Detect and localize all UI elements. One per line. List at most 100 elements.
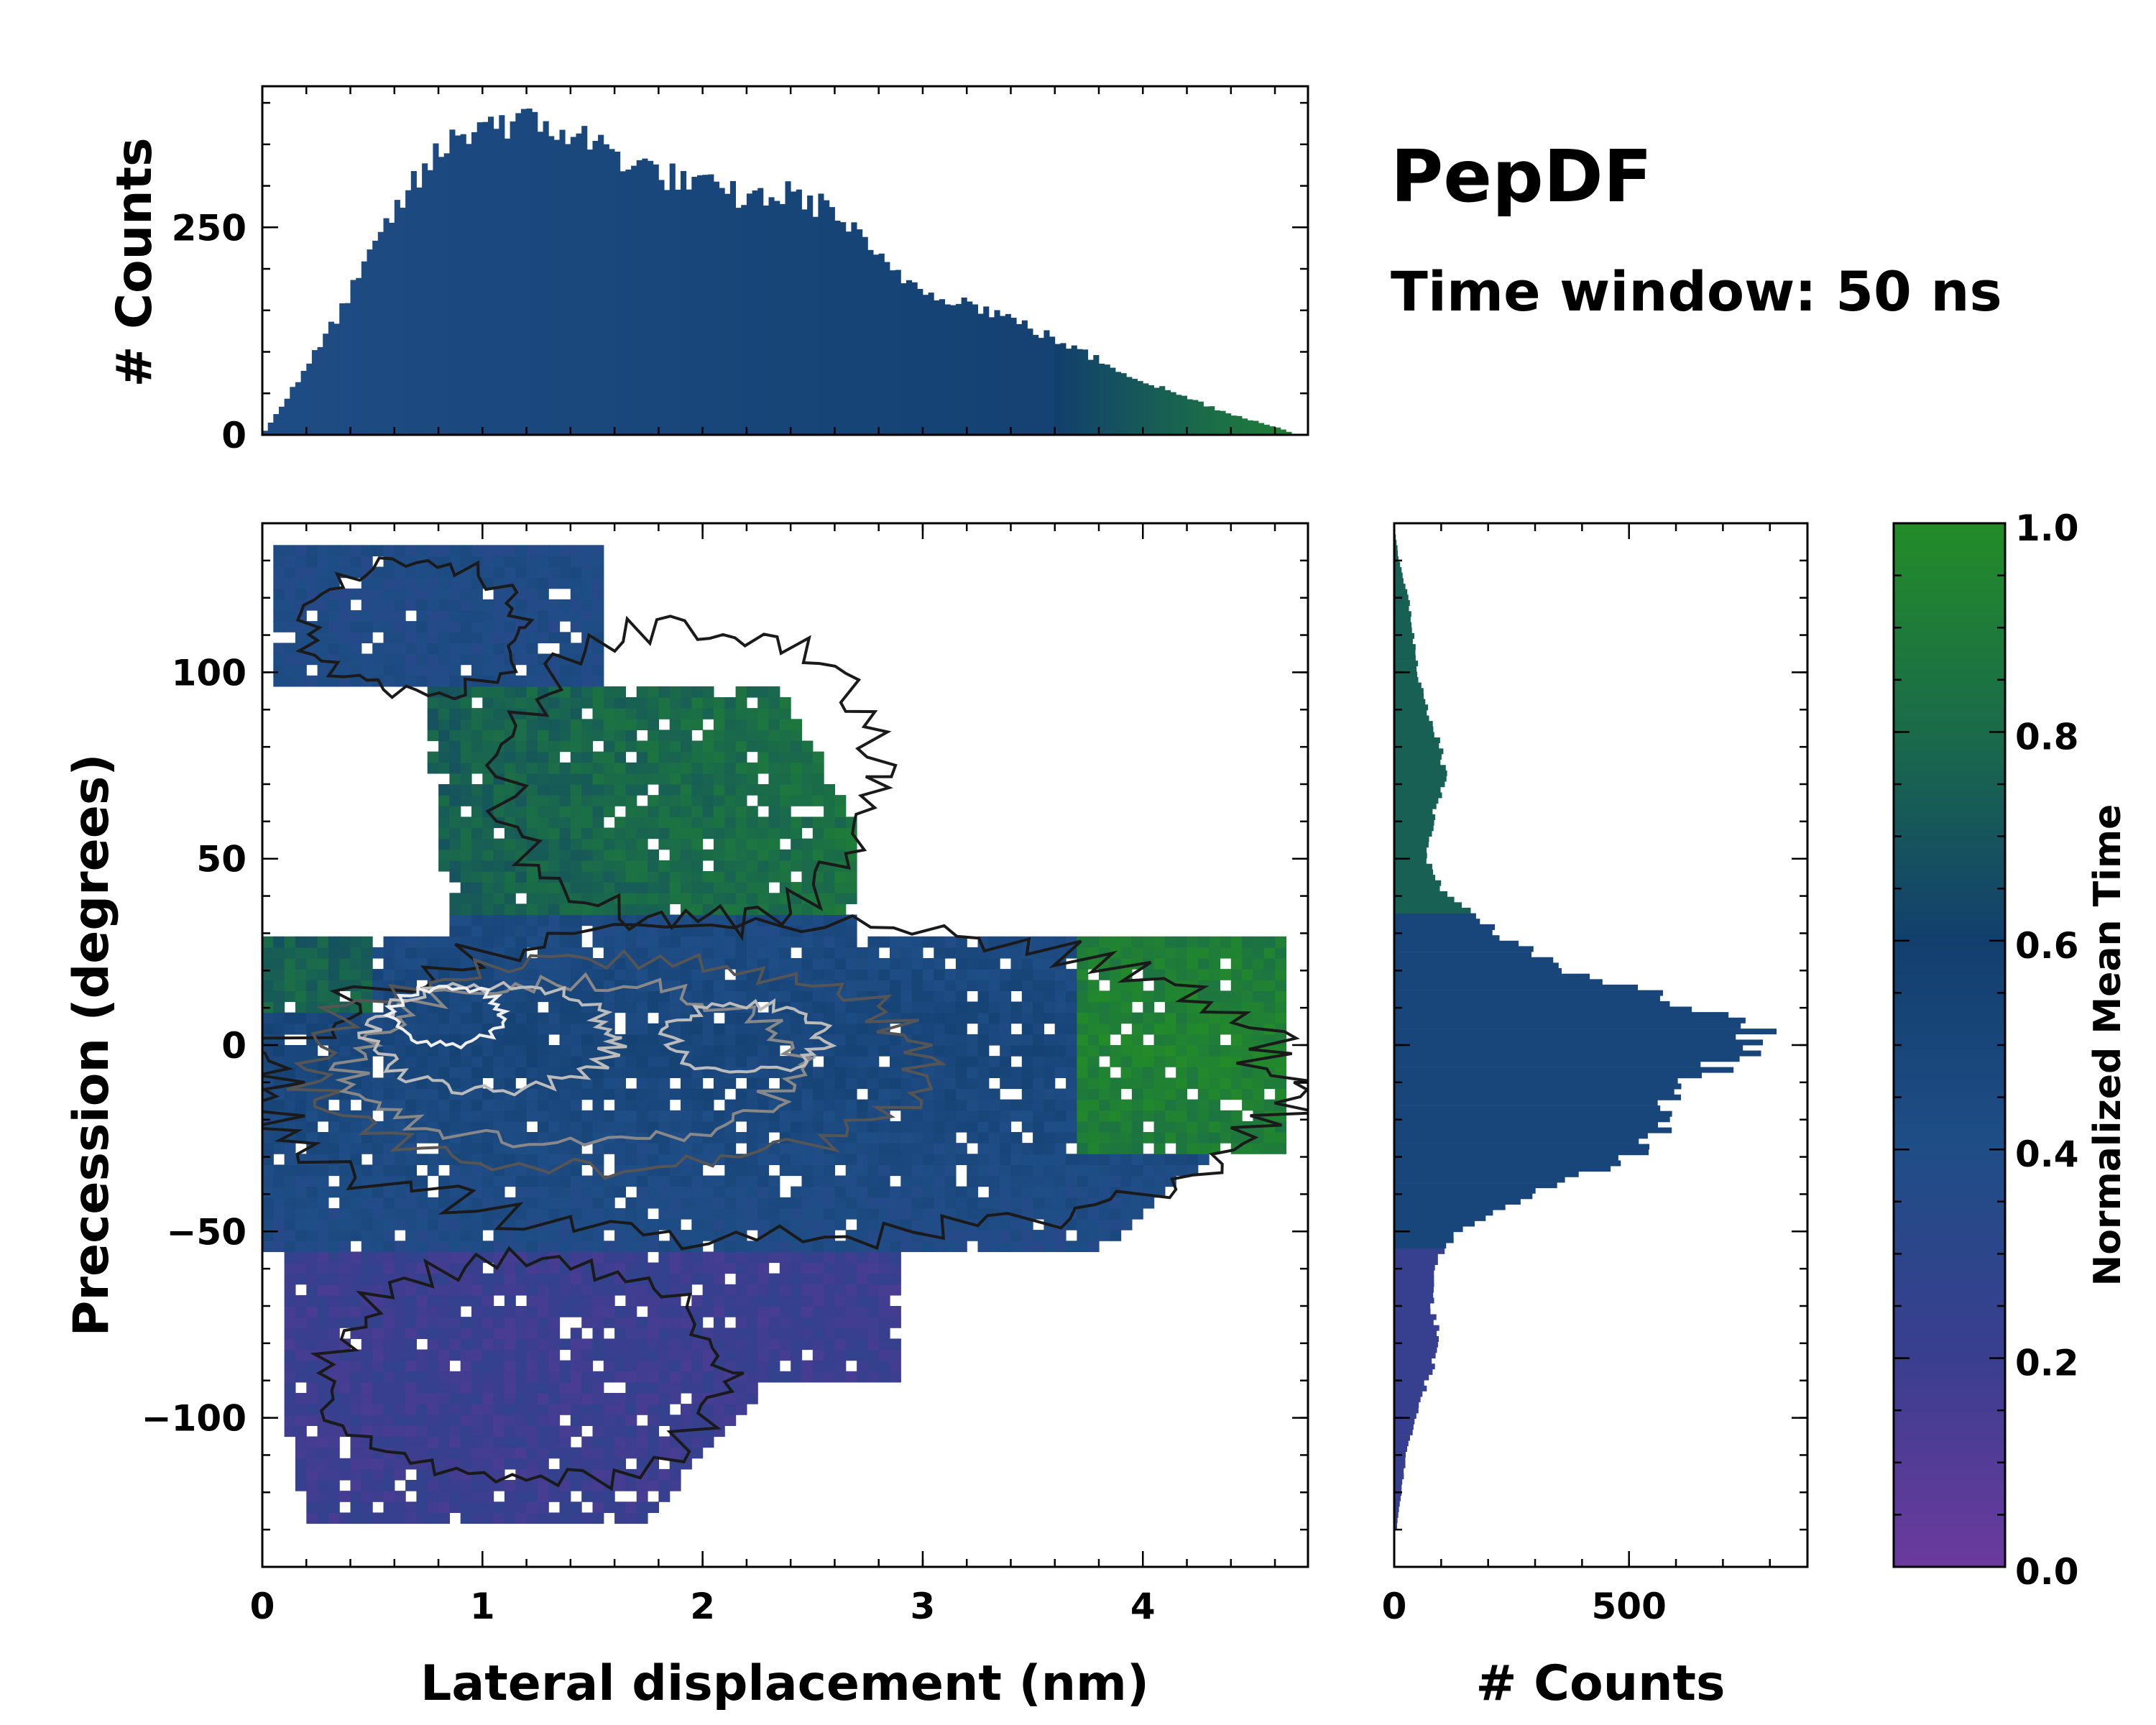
heatmap-cell [746,838,758,850]
heatmap-cell [988,1056,1000,1067]
top-histogram-bar [1066,349,1072,435]
heatmap-cell [592,871,604,883]
heatmap-cell [592,762,604,774]
heatmap-cell [967,1175,979,1187]
top-histogram-bar [862,236,868,435]
heatmap-cell [702,1099,714,1111]
heatmap-cell [416,1404,428,1415]
heatmap-cell [648,1381,659,1394]
heatmap-cell [317,643,329,655]
heatmap-cell [944,1230,957,1241]
heatmap-cell [625,708,637,719]
heatmap-cell [934,1175,946,1187]
heatmap-cell [890,1088,901,1100]
heatmap-cell [857,1034,868,1046]
heatmap-cell [570,1338,582,1351]
heatmap-cell [857,1164,868,1177]
heatmap-cell [405,545,417,556]
top-histogram-bar [532,111,538,435]
heatmap-cell [526,556,538,568]
heatmap-cell [460,1501,472,1513]
heatmap-cell [1153,1175,1166,1187]
heatmap-cell [934,980,946,991]
heatmap-cell [614,1414,626,1426]
heatmap-cell [867,1067,880,1078]
heatmap-cell [1230,969,1243,980]
heatmap-cell [1131,1164,1143,1177]
heatmap-cell [482,773,494,785]
heatmap-cell [449,1056,461,1067]
heatmap-cell [791,1251,803,1264]
heatmap-cell [581,1034,594,1046]
top-histogram-bar [323,334,329,435]
heatmap-cell [317,936,329,948]
heatmap-cell [1110,1045,1122,1057]
heatmap-cell [669,871,681,883]
heatmap-cell [416,588,428,600]
heatmap-cell [658,990,671,1003]
heatmap-cell [1110,1012,1122,1024]
heatmap-cell [504,1458,516,1470]
heatmap-cell [427,719,439,730]
heatmap-cell [1044,1241,1056,1252]
heatmap-cell [493,1034,505,1046]
top-histogram-bar [504,138,510,435]
heatmap-cell [967,1186,979,1198]
top-histogram-bar [300,371,307,435]
heatmap-cell [658,936,671,948]
heatmap-cell [328,621,340,632]
heatmap-cell [592,1458,604,1470]
heatmap-cell [504,1001,516,1013]
heatmap-cell [834,1110,847,1122]
heatmap-cell [306,1001,318,1013]
heatmap-cell [493,925,505,937]
heatmap-cell [482,653,494,666]
heatmap-cell [1087,1045,1100,1057]
heatmap-cell [768,1154,780,1165]
heatmap-cell [548,1012,561,1024]
heatmap-cell [648,1045,659,1057]
heatmap-cell [427,1491,439,1502]
top-histogram-bar [1280,429,1286,435]
heatmap-cell [1197,1154,1210,1165]
heatmap-cell [1230,958,1243,970]
heatmap-cell [1066,1023,1077,1035]
heatmap-cell [768,1208,780,1220]
heatmap-cell [515,1121,528,1133]
heatmap-cell [1110,1056,1122,1067]
heatmap-cell [658,1381,671,1394]
heatmap-cell [648,936,659,948]
heatmap-cell [394,1045,406,1057]
heatmap-cell [658,1306,671,1317]
heatmap-cell [317,1110,329,1122]
heatmap-cell [548,806,561,817]
heatmap-cell [1010,1219,1023,1230]
heatmap-cell [372,1154,384,1165]
top-histogram-bar [619,171,626,435]
heatmap-cell [625,1360,637,1372]
heatmap-cell [449,610,461,622]
heatmap-cell [603,882,615,893]
heatmap-cell [405,1251,417,1264]
heatmap-cell [537,1371,549,1383]
heatmap-cell [317,1230,329,1241]
heatmap-cell [625,871,637,883]
heatmap-cell [824,1294,835,1307]
heatmap-cell [681,871,692,883]
heatmap-cell [537,1284,549,1296]
heatmap-cell [713,980,725,991]
heatmap-cell [603,1121,615,1133]
heatmap-cell [1263,1077,1276,1090]
heatmap-cell [515,773,528,785]
heatmap-cell [878,969,890,980]
heatmap-cell [592,1414,604,1426]
heatmap-cell [691,1056,704,1067]
heatmap-cell [449,914,461,926]
heatmap-cell [1230,1077,1243,1090]
heatmap-cell [857,947,868,959]
heatmap-cell [967,1154,979,1165]
heatmap-cell [372,545,384,556]
heatmap-cell [779,730,791,742]
heatmap-cell [614,1154,626,1165]
heatmap-cell [471,1273,483,1285]
